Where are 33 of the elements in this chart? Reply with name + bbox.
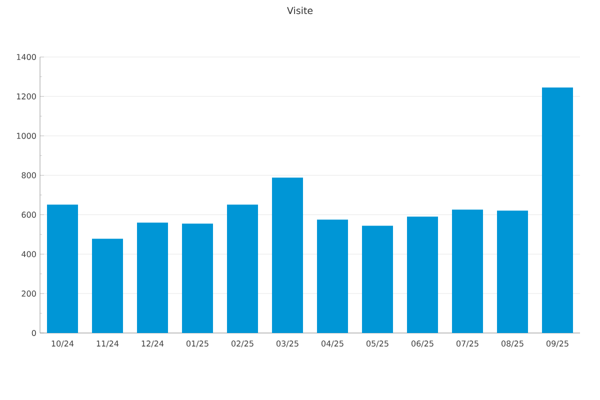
y-tick-label: 0: [32, 330, 36, 336]
bar: [497, 210, 528, 333]
bar: [407, 216, 438, 333]
y-tick-label: 400: [22, 251, 36, 258]
y-tick-label: 1000: [16, 132, 36, 139]
bar: [47, 204, 78, 333]
bar: [137, 222, 168, 333]
y-tick-label: 1400: [16, 54, 36, 60]
bar: [227, 204, 258, 333]
x-tick-label: 06/25: [412, 340, 434, 348]
x-tick-label: 01/25: [186, 340, 208, 348]
y-tick-label: 1200: [16, 93, 36, 100]
bar: [272, 178, 303, 333]
y-tick-label: 800: [22, 172, 36, 178]
y-tick-label: 200: [22, 290, 36, 297]
x-tick-label: 03/25: [276, 340, 298, 348]
bar: [182, 224, 214, 333]
x-tick-label: 07/25: [456, 340, 478, 348]
x-tick-label: 04/25: [322, 340, 344, 348]
x-tick-label: 05/25: [366, 340, 388, 348]
x-tick-label: 10/24: [52, 340, 74, 348]
bar: [542, 88, 574, 333]
x-tick-label: 12/24: [142, 340, 164, 348]
x-tick-label: 08/25: [502, 340, 524, 348]
x-tick-label: 11/24: [96, 340, 119, 348]
bar: [452, 210, 484, 333]
bar: [362, 226, 393, 333]
chart-title: Visite: [287, 6, 313, 14]
bar: [317, 220, 348, 333]
y-tick-label: 600: [22, 212, 36, 218]
x-tick-label: 09/25: [546, 340, 568, 348]
x-tick-label: 02/25: [232, 340, 254, 348]
bar: [92, 238, 124, 333]
